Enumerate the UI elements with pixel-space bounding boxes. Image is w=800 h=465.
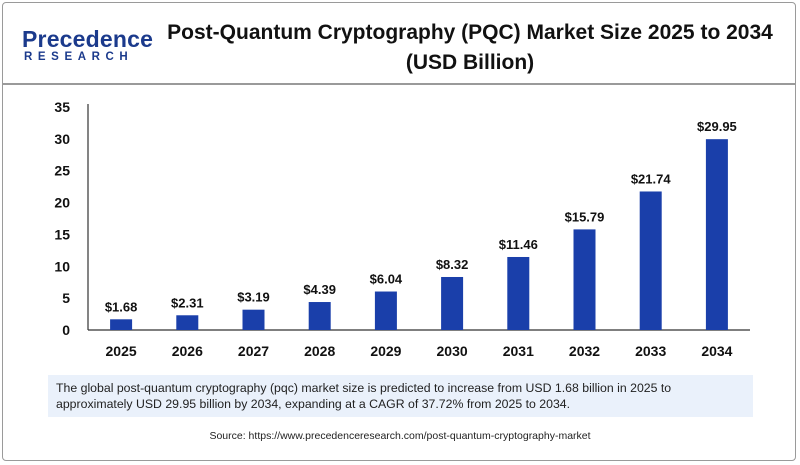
- x-tick-label: 2026: [172, 343, 203, 359]
- x-tick-label: 2025: [106, 343, 137, 359]
- y-tick-label: 0: [62, 322, 70, 338]
- bar: [374, 291, 397, 330]
- header-divider: [2, 83, 796, 85]
- bar-value-label: $4.39: [303, 282, 336, 297]
- bar: [242, 309, 265, 330]
- y-tick-label: 25: [54, 163, 70, 179]
- bar: [705, 139, 728, 330]
- bar-value-label: $2.31: [171, 295, 204, 310]
- bar-value-label: $8.32: [436, 257, 469, 272]
- chart-title-line2: (USD Billion): [405, 51, 535, 74]
- logo-main-text: Precedence: [22, 26, 154, 52]
- bar-value-label: $11.46: [499, 237, 538, 252]
- bar: [507, 256, 530, 330]
- bar-value-label: $6.04: [370, 272, 403, 287]
- bar-value-label: $21.74: [631, 171, 672, 186]
- bar-chart: 05101520253035$1.682025$2.312026$3.19202…: [54, 99, 750, 359]
- x-tick-label: 2029: [370, 343, 401, 359]
- chart-title-line1: Post-Quantum Cryptography (PQC) Market S…: [167, 21, 773, 44]
- x-tick-label: 2032: [569, 343, 600, 359]
- bar: [176, 315, 199, 330]
- x-tick-label: 2033: [635, 343, 666, 359]
- y-tick-label: 10: [54, 258, 70, 274]
- bar: [639, 191, 662, 330]
- x-tick-label: 2030: [437, 343, 468, 359]
- x-tick-label: 2034: [701, 343, 732, 359]
- chart-title: Post-Quantum Cryptography (PQC) Market S…: [150, 18, 790, 78]
- x-tick-label: 2031: [503, 343, 534, 359]
- y-tick-label: 30: [54, 131, 70, 147]
- logo-sub-text: RESEARCH: [24, 51, 134, 63]
- bar-value-label: $1.68: [105, 299, 138, 314]
- x-tick-label: 2027: [238, 343, 269, 359]
- source-note: Source: https://www.precedenceresearch.c…: [209, 430, 591, 442]
- y-tick-label: 35: [54, 99, 70, 115]
- bar-value-label: $3.19: [237, 290, 270, 305]
- bar: [441, 276, 464, 330]
- bar: [573, 229, 596, 330]
- summary-box: The global post-quantum cryptography (pq…: [48, 375, 753, 417]
- bar-value-label: $15.79: [565, 209, 605, 224]
- bar-value-label: $29.95: [697, 119, 737, 134]
- brand-logo: Precedence RESEARCH: [22, 26, 162, 76]
- y-tick-label: 15: [54, 226, 70, 242]
- bar: [110, 319, 133, 330]
- bar: [308, 302, 331, 330]
- y-tick-label: 5: [62, 290, 70, 306]
- y-tick-label: 20: [54, 195, 70, 211]
- x-tick-label: 2028: [304, 343, 335, 359]
